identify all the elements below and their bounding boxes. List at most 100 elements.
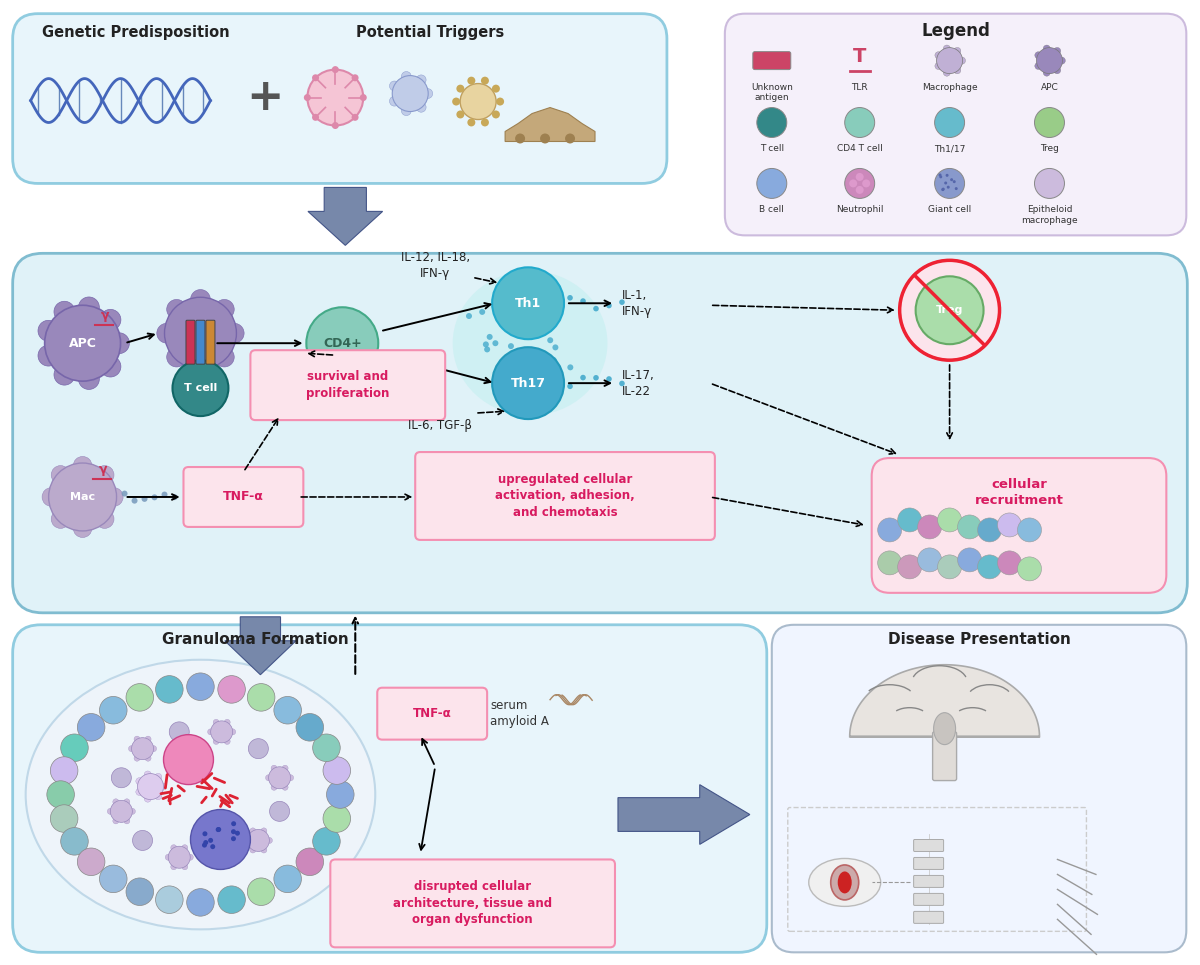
Text: CD4 T cell: CD4 T cell (836, 145, 882, 153)
Text: Epitheloid
macrophage: Epitheloid macrophage (1021, 206, 1078, 225)
Circle shape (211, 721, 233, 743)
Circle shape (506, 296, 512, 302)
Ellipse shape (38, 320, 59, 342)
Circle shape (312, 114, 319, 121)
Circle shape (126, 878, 154, 905)
Ellipse shape (187, 854, 193, 860)
Circle shape (61, 828, 89, 855)
Ellipse shape (167, 299, 186, 319)
Ellipse shape (282, 785, 288, 790)
Text: B cell: B cell (760, 206, 785, 214)
Circle shape (1034, 169, 1064, 199)
Circle shape (269, 767, 290, 788)
Circle shape (496, 287, 502, 293)
Circle shape (484, 346, 490, 352)
Circle shape (953, 180, 955, 183)
Ellipse shape (830, 865, 859, 900)
Circle shape (352, 74, 359, 81)
Circle shape (516, 349, 522, 356)
Ellipse shape (157, 323, 176, 344)
Text: IL-6, TGF-β: IL-6, TGF-β (408, 419, 472, 431)
Circle shape (323, 805, 350, 833)
FancyBboxPatch shape (377, 688, 487, 739)
Circle shape (508, 344, 514, 349)
Circle shape (581, 298, 586, 304)
Ellipse shape (113, 799, 119, 805)
Circle shape (247, 683, 275, 711)
Circle shape (492, 110, 500, 119)
Circle shape (481, 119, 488, 126)
Text: APC: APC (1040, 83, 1058, 92)
FancyBboxPatch shape (184, 467, 304, 527)
Circle shape (132, 737, 154, 759)
Circle shape (482, 342, 488, 347)
Ellipse shape (260, 828, 266, 834)
Circle shape (937, 508, 961, 532)
Circle shape (487, 334, 493, 340)
Ellipse shape (25, 660, 376, 929)
Circle shape (978, 555, 1002, 579)
Circle shape (518, 311, 524, 317)
Circle shape (460, 84, 496, 120)
Polygon shape (850, 665, 1039, 736)
Circle shape (332, 66, 338, 73)
Text: γ: γ (98, 462, 107, 476)
Circle shape (156, 676, 184, 703)
Ellipse shape (136, 778, 143, 785)
FancyBboxPatch shape (932, 731, 956, 781)
Ellipse shape (809, 859, 881, 906)
Circle shape (581, 374, 586, 380)
Circle shape (997, 551, 1021, 575)
Circle shape (606, 303, 612, 309)
Ellipse shape (224, 719, 230, 726)
Ellipse shape (145, 736, 151, 742)
Ellipse shape (214, 719, 220, 726)
Ellipse shape (229, 729, 235, 735)
Ellipse shape (215, 299, 234, 319)
Text: Giant cell: Giant cell (928, 206, 971, 214)
Circle shape (306, 307, 378, 379)
Ellipse shape (155, 792, 162, 800)
Ellipse shape (191, 290, 210, 310)
Circle shape (978, 518, 1002, 542)
FancyBboxPatch shape (330, 860, 614, 948)
Ellipse shape (1034, 63, 1042, 69)
Text: Granuloma Formation: Granuloma Formation (162, 632, 349, 648)
Ellipse shape (144, 771, 151, 778)
FancyBboxPatch shape (772, 624, 1187, 952)
Circle shape (530, 315, 536, 320)
FancyBboxPatch shape (186, 320, 194, 364)
Circle shape (247, 878, 275, 905)
Circle shape (202, 842, 206, 847)
Ellipse shape (124, 818, 130, 824)
Text: +: + (247, 76, 284, 119)
Circle shape (163, 734, 214, 785)
Ellipse shape (288, 775, 294, 781)
Polygon shape (505, 107, 595, 142)
Circle shape (538, 370, 544, 375)
Ellipse shape (452, 271, 607, 416)
Circle shape (151, 494, 157, 500)
Ellipse shape (124, 799, 130, 805)
Ellipse shape (282, 765, 288, 771)
Circle shape (547, 337, 553, 344)
Circle shape (235, 831, 240, 836)
Circle shape (940, 176, 942, 179)
FancyBboxPatch shape (913, 894, 943, 905)
Circle shape (138, 774, 163, 800)
Circle shape (530, 308, 536, 314)
Circle shape (568, 365, 574, 371)
Ellipse shape (250, 828, 256, 834)
Ellipse shape (245, 838, 251, 843)
Ellipse shape (181, 844, 188, 851)
Ellipse shape (416, 75, 426, 85)
Circle shape (898, 555, 922, 579)
Ellipse shape (54, 364, 74, 385)
Ellipse shape (95, 510, 114, 529)
Ellipse shape (38, 345, 59, 366)
Circle shape (509, 397, 515, 402)
Circle shape (274, 697, 301, 724)
Ellipse shape (52, 510, 70, 529)
FancyBboxPatch shape (13, 254, 1187, 613)
Circle shape (527, 396, 533, 401)
